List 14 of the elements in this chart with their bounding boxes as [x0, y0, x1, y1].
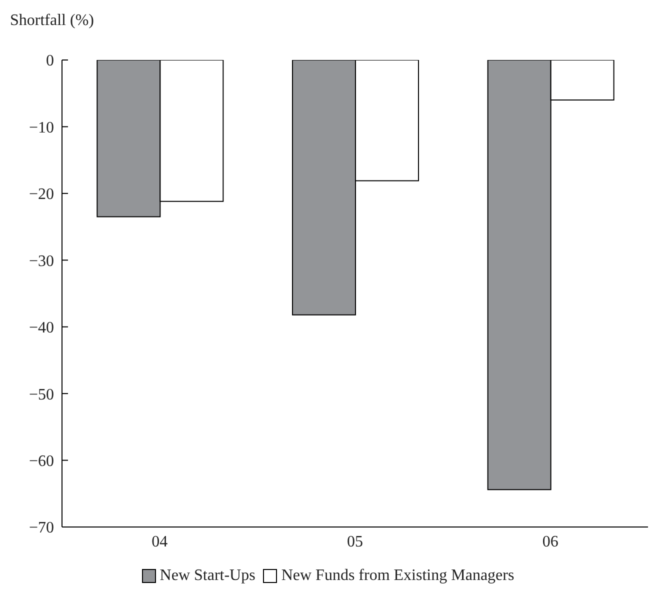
x-tick-label: 04 — [152, 533, 168, 550]
y-tick-label: −50 — [28, 386, 54, 404]
y-tick-label: −20 — [28, 186, 54, 204]
legend-label: New Start-Ups — [160, 567, 256, 585]
y-tick-label: −60 — [28, 452, 54, 470]
x-tick-label: 06 — [542, 533, 558, 550]
y-tick-label: 0 — [46, 52, 54, 70]
y-tick-label: −70 — [28, 520, 54, 537]
legend-label: New Funds from Existing Managers — [281, 567, 514, 585]
y-tick-label: −30 — [28, 252, 54, 270]
y-axis-title: Shortfall (%) — [10, 12, 94, 30]
y-tick-label: −40 — [28, 320, 54, 337]
x-tick-label: 05 — [347, 533, 363, 550]
y-tick-label: −10 — [28, 119, 54, 136]
